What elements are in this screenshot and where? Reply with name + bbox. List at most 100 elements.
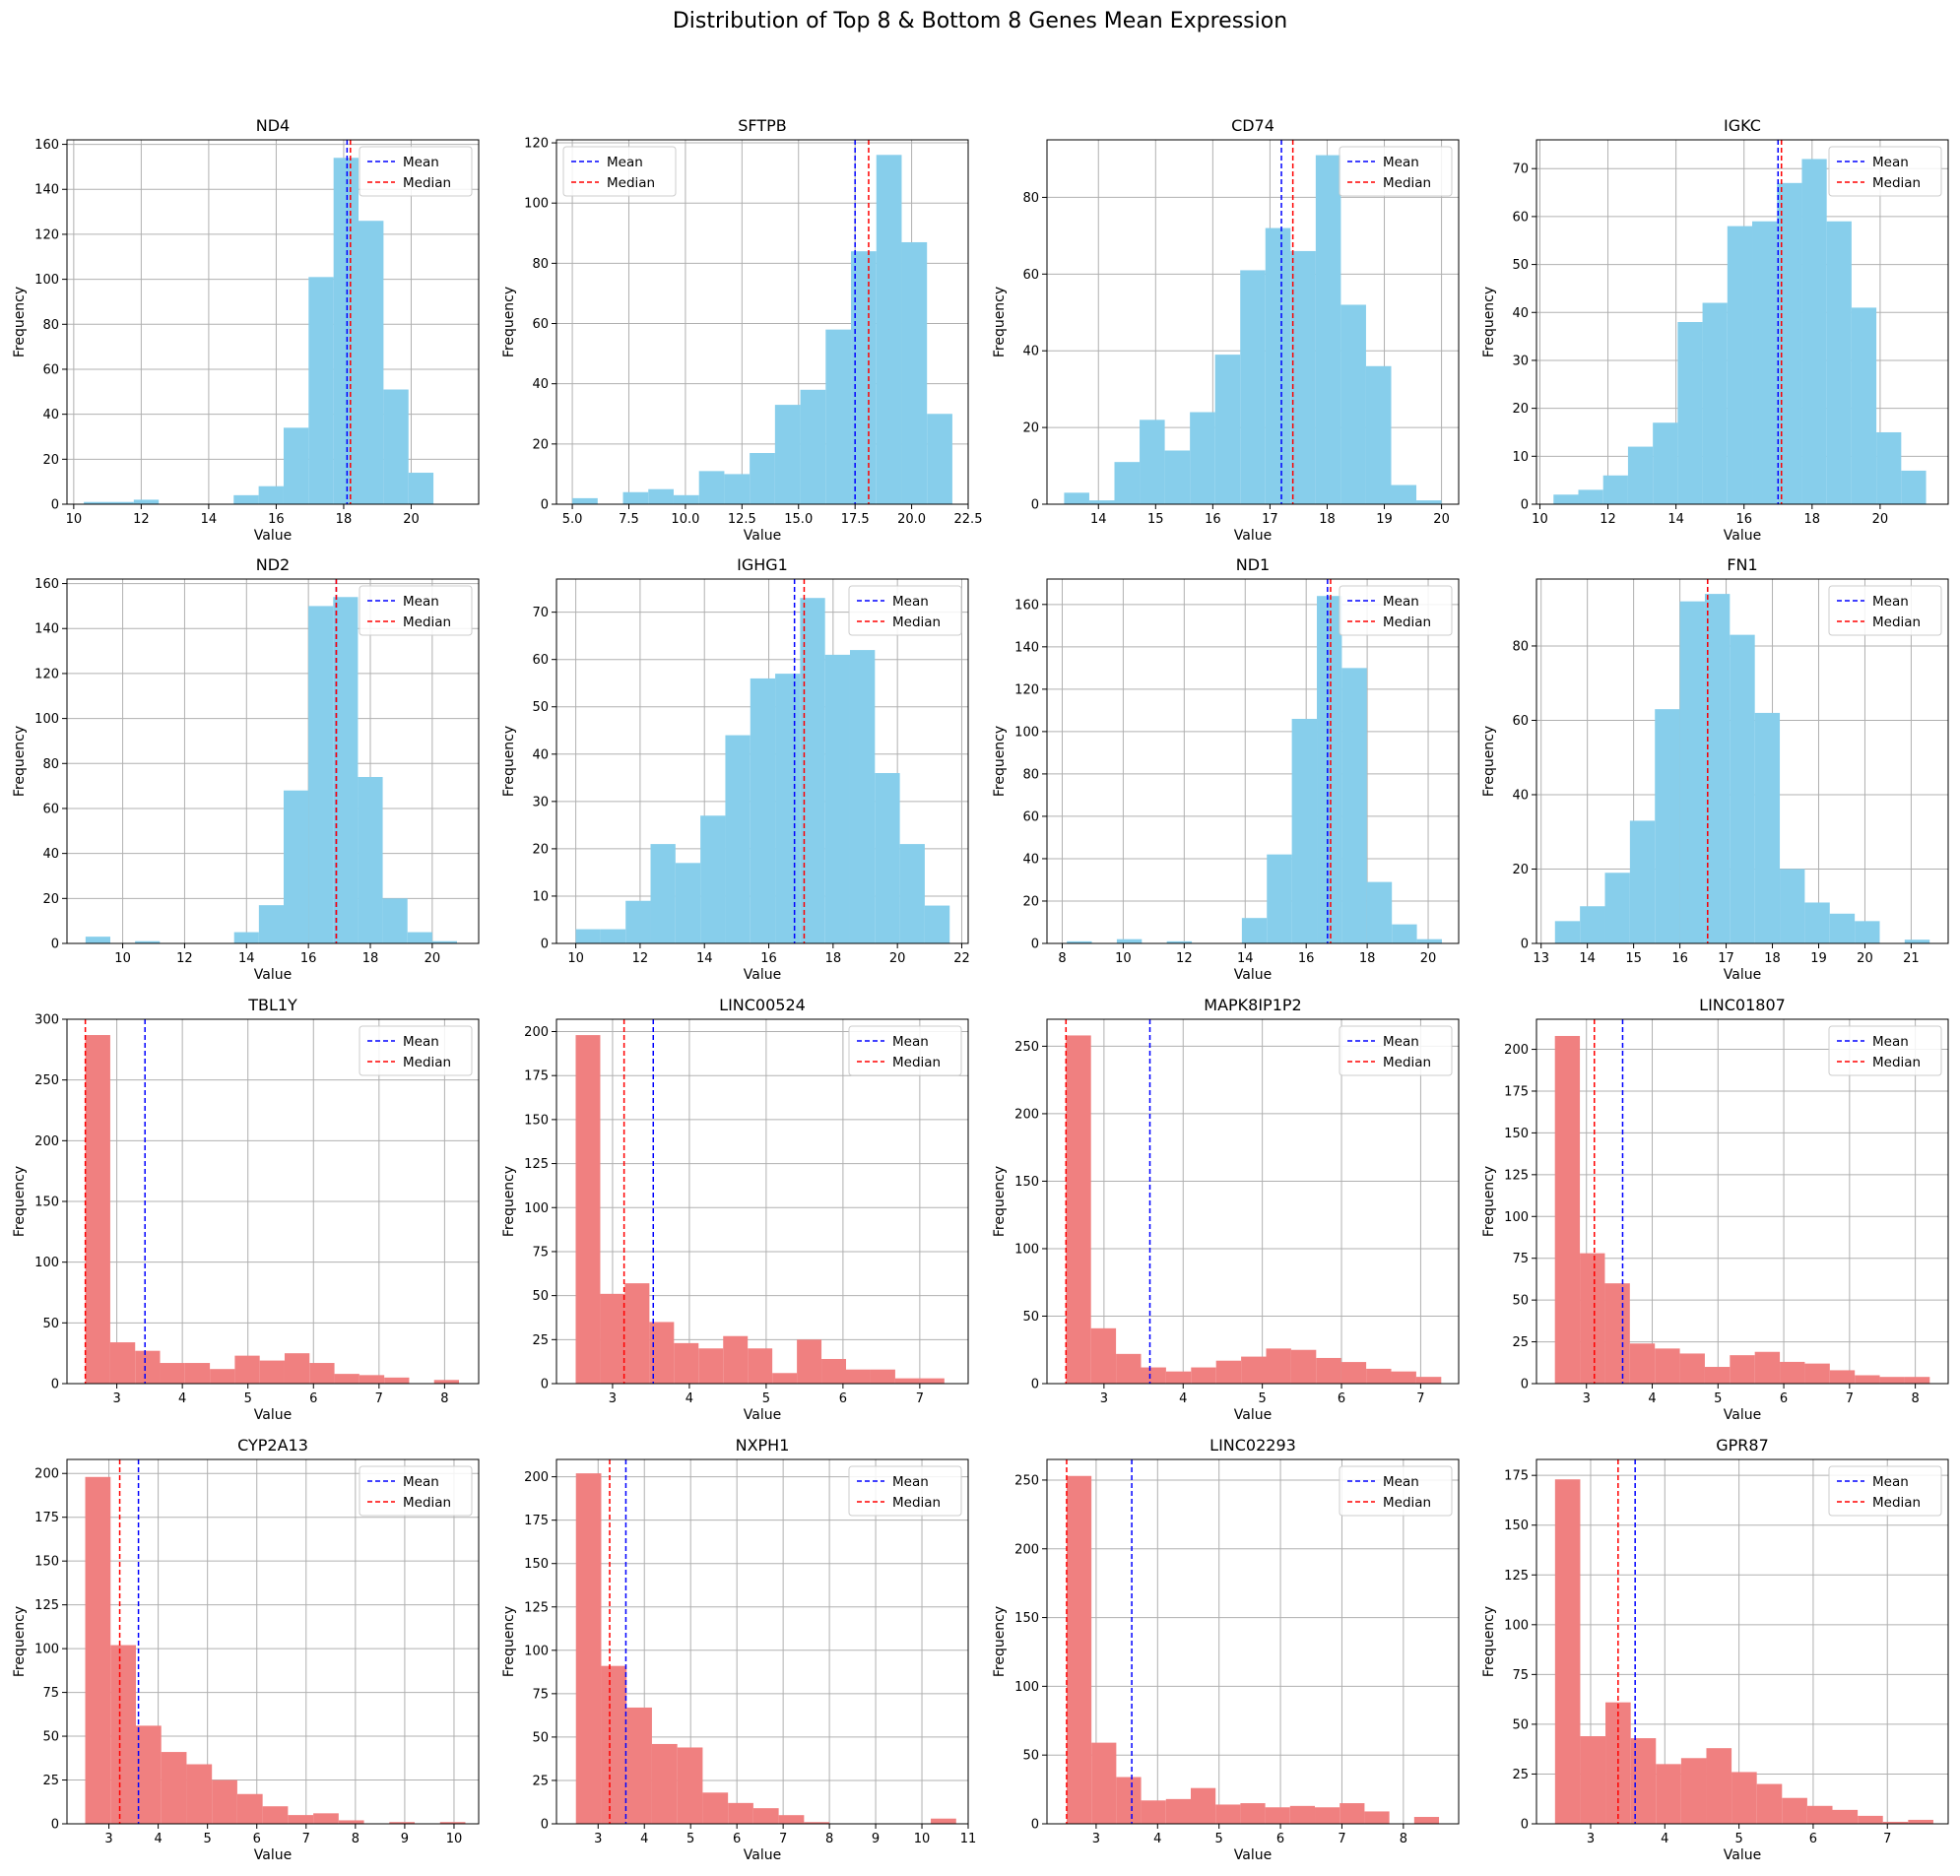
y-tick-label: 100 bbox=[34, 273, 59, 288]
x-tick-label: 14 bbox=[696, 951, 713, 966]
x-tick-label: 5.0 bbox=[562, 512, 583, 527]
histogram-bar bbox=[1604, 1283, 1630, 1384]
x-tick-label: 8 bbox=[1400, 1832, 1407, 1846]
histogram-bar bbox=[85, 1035, 110, 1384]
y-tick-label: 140 bbox=[34, 183, 59, 198]
histogram-bar bbox=[575, 929, 601, 943]
y-axis-label: Frequency bbox=[992, 1606, 1008, 1677]
y-tick-label: 0 bbox=[1031, 938, 1039, 952]
x-tick-label: 10.0 bbox=[671, 512, 699, 527]
y-tick-label: 0 bbox=[541, 1818, 549, 1833]
histogram-bar bbox=[1554, 1479, 1581, 1824]
x-tick-label: 16 bbox=[300, 951, 317, 966]
histogram-bar bbox=[1066, 1035, 1091, 1384]
panel-ighg1: 10 12 14 16 18 20 22 0 10 20 30 40 50 60 70 IGHG1 Value F… bbox=[501, 555, 970, 983]
histogram-bar bbox=[650, 844, 676, 943]
y-tick-label: 120 bbox=[34, 227, 59, 242]
histogram-bar bbox=[899, 844, 925, 943]
x-axis-label: Value bbox=[254, 528, 292, 544]
x-tick-label: 5 bbox=[1714, 1391, 1722, 1406]
x-tick-label: 3 bbox=[594, 1832, 602, 1846]
x-axis-label: Value bbox=[1724, 528, 1761, 544]
histogram-bar bbox=[1265, 227, 1291, 504]
panels-group: 10 12 14 16 18 20020406080100120140160ND4Valu… bbox=[12, 116, 1949, 1863]
histogram-bar bbox=[383, 389, 409, 504]
x-tick-label: 7 bbox=[916, 1391, 924, 1406]
histogram-bar bbox=[433, 1380, 460, 1384]
panel-title: CD74 bbox=[1231, 116, 1274, 135]
y-axis-label: Frequency bbox=[12, 287, 28, 357]
histogram-bar bbox=[1901, 470, 1927, 504]
histogram-bar bbox=[1653, 422, 1678, 504]
x-tick-label: 7 bbox=[375, 1391, 383, 1406]
legend-median-label: Median bbox=[1383, 1495, 1431, 1511]
histogram-bar bbox=[846, 1369, 871, 1384]
histogram-bar bbox=[927, 414, 952, 504]
histogram-bar bbox=[1829, 1370, 1856, 1384]
x-tick-label: 3 bbox=[609, 1391, 617, 1406]
x-tick-label: 7 bbox=[1883, 1832, 1891, 1846]
histogram-bar bbox=[1267, 854, 1292, 943]
y-tick-label: 250 bbox=[34, 1073, 59, 1088]
panel-title: LINC02293 bbox=[1209, 1436, 1296, 1455]
legend-box bbox=[359, 1465, 473, 1517]
legend-mean-label: Mean bbox=[403, 594, 439, 610]
y-axis-label: Frequency bbox=[1481, 1166, 1497, 1237]
x-tick-label: 12.5 bbox=[728, 512, 756, 527]
y-axis-label: Frequency bbox=[992, 726, 1008, 797]
legend-median-label: Median bbox=[892, 1495, 941, 1511]
legend-median-label: Median bbox=[403, 1495, 451, 1511]
x-tick-label: 20 bbox=[403, 512, 420, 527]
legend-mean-label: Mean bbox=[1872, 1474, 1909, 1490]
y-tick-label: 30 bbox=[532, 795, 549, 809]
histogram-bar bbox=[236, 1793, 263, 1824]
y-tick-label: 0 bbox=[1031, 1818, 1039, 1833]
y-tick-label: 80 bbox=[1022, 191, 1039, 206]
panel-nd2: 10 12 14 16 18 20 0 20 40 60 80 100 120 140 160 ND2 Valu… bbox=[12, 555, 480, 983]
histogram-bar bbox=[1754, 712, 1781, 943]
histogram-bar bbox=[359, 1375, 385, 1384]
histogram-bar bbox=[431, 940, 457, 943]
y-tick-label: 200 bbox=[524, 1025, 549, 1040]
x-tick-label: 14 bbox=[238, 951, 255, 966]
y-tick-label: 125 bbox=[524, 1600, 549, 1615]
histogram-bar bbox=[1706, 1748, 1732, 1824]
histogram-bar bbox=[1141, 1367, 1166, 1384]
y-tick-label: 175 bbox=[34, 1511, 59, 1525]
legend-box bbox=[1828, 1025, 1942, 1076]
y-tick-label: 70 bbox=[1512, 162, 1529, 177]
y-tick-label: 60 bbox=[1022, 268, 1039, 283]
y-tick-label: 100 bbox=[1014, 1680, 1039, 1695]
histogram-bar bbox=[1114, 462, 1141, 504]
y-axis-label: Frequency bbox=[12, 726, 28, 797]
histogram-bar bbox=[382, 898, 408, 943]
y-tick-label: 0 bbox=[1521, 498, 1529, 513]
histogram-bar bbox=[1851, 307, 1877, 504]
histogram-bar bbox=[575, 1473, 602, 1824]
legend-median-label: Median bbox=[1383, 1055, 1431, 1070]
panel-linc02293: 3 4 5 6 7 8 0 50 100 150 200 250 LINC02293 Value Frequ… bbox=[992, 1436, 1460, 1863]
x-tick-label: 19 bbox=[1810, 951, 1827, 966]
histogram-bar bbox=[359, 221, 384, 504]
x-tick-label: 16 bbox=[1735, 512, 1752, 527]
legend: Mean Median bbox=[848, 1465, 962, 1517]
histogram-bar bbox=[600, 1293, 625, 1384]
x-tick-label: 8 bbox=[825, 1832, 833, 1846]
x-tick-label: 16 bbox=[1298, 951, 1315, 966]
x-tick-label: 10 bbox=[114, 951, 131, 966]
y-tick-label: 60 bbox=[532, 653, 549, 668]
x-axis-label: Value bbox=[254, 1407, 292, 1423]
panel-nxph1: 3 4 5 6 7 8 9 10 11 0 25 50 75 100 125 150 175 200 NXPH1 Va… bbox=[501, 1436, 976, 1863]
histogram-bar bbox=[184, 1363, 211, 1384]
panel-fn1: 13 14 15 16 17 18 19 20 21 0 20 40 60 80 FN1 Value Frequ… bbox=[1481, 555, 1949, 983]
histogram-bar bbox=[1727, 226, 1753, 504]
x-tick-label: 6 bbox=[1276, 1832, 1284, 1846]
x-axis-label: Value bbox=[254, 967, 292, 983]
histogram-bar bbox=[135, 940, 161, 943]
x-tick-label: 5 bbox=[1215, 1832, 1223, 1846]
x-tick-label: 20 bbox=[1857, 951, 1873, 966]
x-tick-label: 20 bbox=[1420, 951, 1437, 966]
y-tick-label: 0 bbox=[51, 1378, 59, 1392]
x-tick-label: 6 bbox=[839, 1391, 847, 1406]
